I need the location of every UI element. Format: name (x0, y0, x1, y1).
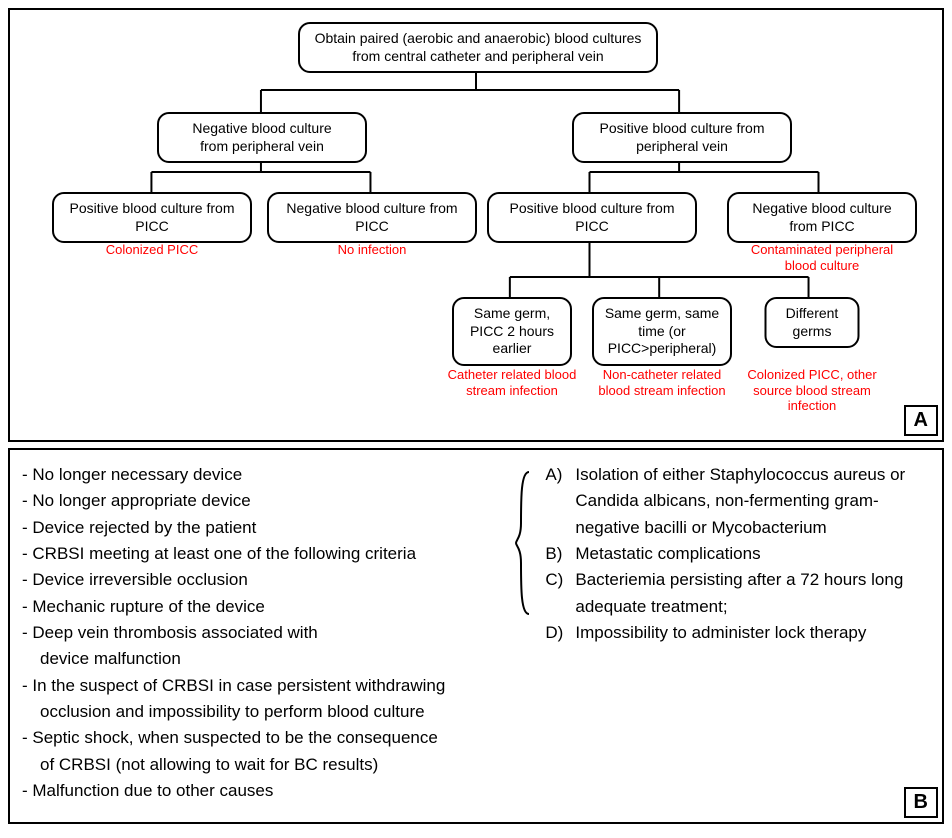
removal-criteria-item: Mechanic rupture of the device (22, 594, 503, 620)
node-pos-peripheral: Positive blood culture fromperipheral ve… (572, 112, 792, 163)
removal-criteria-item: Device irreversible occlusion (22, 567, 503, 593)
outcome-no-infection: No infection (267, 242, 477, 258)
subcriteria-label: C) (545, 567, 567, 620)
node-pos-periph-pos-picc: Positive blood culture fromPICC (487, 192, 697, 243)
subcriteria-text: Bacteriemia persisting after a 72 hours … (575, 567, 930, 620)
removal-criteria-item: device malfunction (22, 646, 503, 672)
crbsi-subcriteria-item: C)Bacteriemia persisting after a 72 hour… (545, 567, 930, 620)
removal-criteria-item: No longer necessary device (22, 462, 503, 488)
subcriteria-label: D) (545, 620, 567, 646)
outcome-contaminated: Contaminated peripheralblood culture (727, 242, 917, 273)
subcriteria-text: Isolation of either Staphylococcus aureu… (575, 462, 930, 541)
subcriteria-label: B) (545, 541, 567, 567)
outcome-crbsi: Catheter related bloodstream infection (432, 367, 592, 398)
node-neg-peripheral: Negative blood culturefrom peripheral ve… (157, 112, 367, 163)
outcome-non-crbsi: Non-catheter relatedblood stream infecti… (582, 367, 742, 398)
removal-criteria-list: No longer necessary deviceNo longer appr… (22, 462, 503, 804)
panel-b-label: B (904, 787, 938, 818)
panel-a-label: A (904, 405, 938, 436)
removal-criteria-item: In the suspect of CRBSI in case persiste… (22, 673, 503, 699)
subcriteria-text: Metastatic complications (575, 541, 760, 567)
removal-criteria-item: No longer appropriate device (22, 488, 503, 514)
outcome-colonized-picc: Colonized PICC (52, 242, 252, 258)
removal-criteria-item: of CRBSI (not allowing to wait for BC re… (22, 752, 503, 778)
panel-b: No longer necessary deviceNo longer appr… (8, 448, 944, 824)
node-different-germs: Differentgerms (765, 297, 860, 348)
crbsi-subcriteria-item: A)Isolation of either Staphylococcus aur… (545, 462, 930, 541)
panel-b-content: No longer necessary deviceNo longer appr… (22, 462, 930, 804)
flowchart-canvas: Obtain paired (aerobic and anaerobic) bl… (22, 22, 930, 422)
removal-criteria-item: CRBSI meeting at least one of the follow… (22, 541, 503, 567)
node-same-germ-same-time: Same germ, sametime (orPICC>peripheral) (592, 297, 732, 366)
outcome-other-source: Colonized PICC, othersource blood stream… (732, 367, 892, 414)
brace-column (515, 462, 533, 804)
crbsi-subcriteria-item: D) Impossibility to administer lock thera… (545, 620, 930, 646)
removal-criteria-item: Malfunction due to other causes (22, 778, 503, 804)
removal-criteria-item: Device rejected by the patient (22, 515, 503, 541)
removal-criteria-item: Septic shock, when suspected to be the c… (22, 725, 503, 751)
curly-brace-icon (515, 468, 533, 618)
subcriteria-text: Impossibility to administer lock therapy (575, 620, 866, 646)
panel-a: Obtain paired (aerobic and anaerobic) bl… (8, 8, 944, 442)
crbsi-subcriteria-item: B) Metastatic complications (545, 541, 930, 567)
crbsi-subcriteria-list: A)Isolation of either Staphylococcus aur… (545, 462, 930, 804)
removal-criteria-item: occlusion and impossibility to perform b… (22, 699, 503, 725)
subcriteria-label: A) (545, 462, 567, 541)
node-root: Obtain paired (aerobic and anaerobic) bl… (298, 22, 658, 73)
node-same-germ-earlier: Same germ,PICC 2 hoursearlier (452, 297, 572, 366)
removal-criteria-item: Deep vein thrombosis associated with (22, 620, 503, 646)
node-pos-periph-neg-picc: Negative blood culturefrom PICC (727, 192, 917, 243)
node-neg-periph-pos-picc: Positive blood culture fromPICC (52, 192, 252, 243)
node-neg-periph-neg-picc: Negative blood culture fromPICC (267, 192, 477, 243)
